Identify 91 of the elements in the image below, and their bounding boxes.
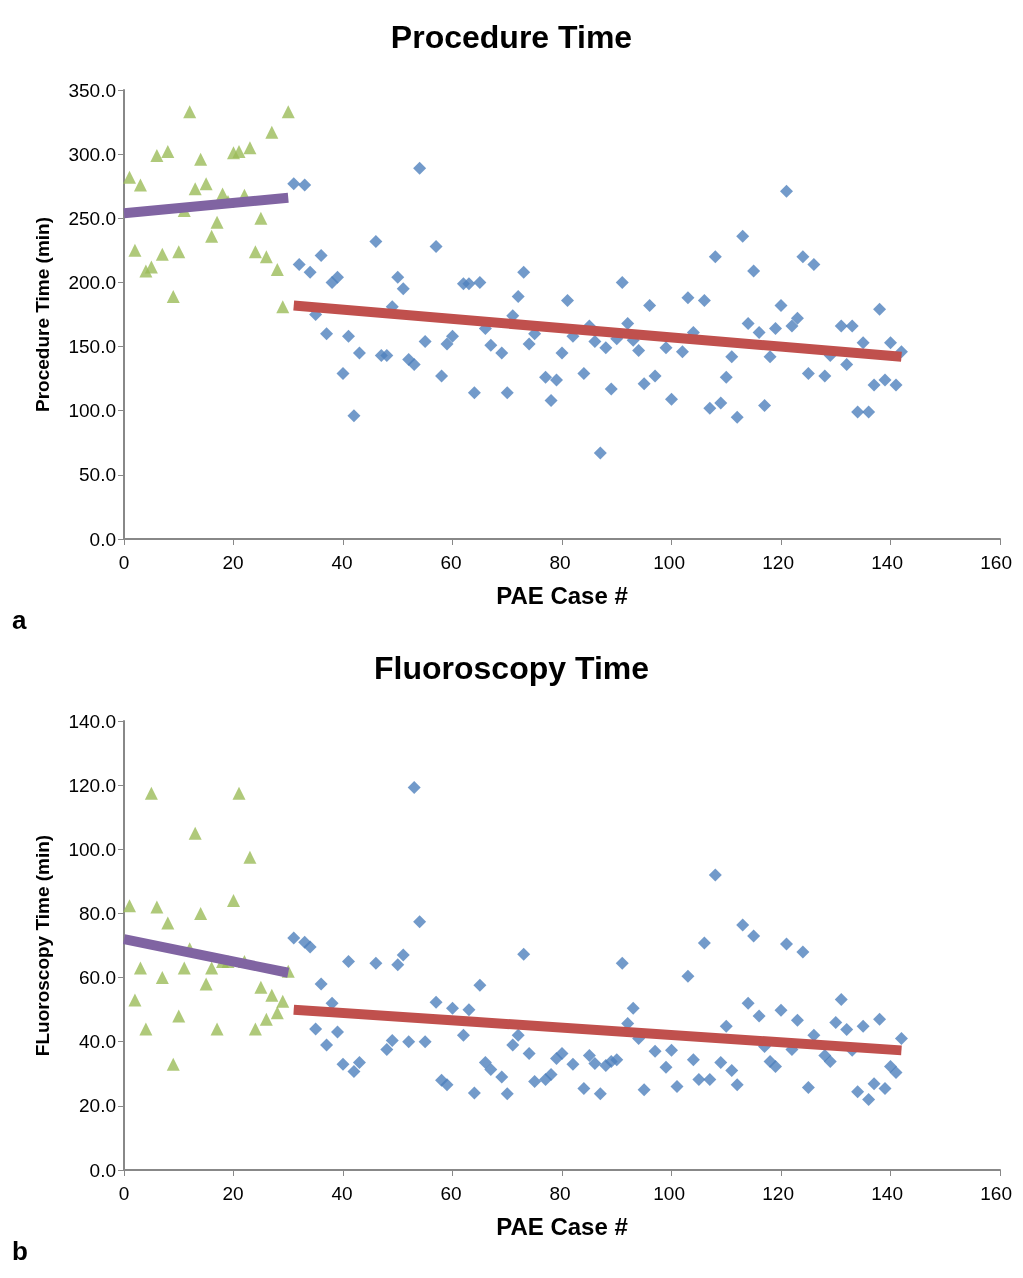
y-tick-label: 80.0 (79, 902, 116, 924)
point (128, 243, 142, 257)
point (232, 786, 246, 800)
chart-title: Fluoroscopy Time (373, 650, 650, 686)
x-tick-label: 40 (331, 1183, 353, 1204)
x-tick-label: 60 (440, 552, 462, 573)
text: b (12, 1236, 28, 1266)
y-tick-label: 40.0 (79, 1031, 116, 1053)
point (144, 786, 158, 800)
y-tick-label: 140.0 (68, 710, 116, 732)
point (177, 961, 191, 975)
y-axis-title: FLuoroscopy Time (min) (32, 834, 53, 1057)
point (161, 916, 175, 930)
point (194, 906, 208, 920)
x-tick-label: 100 (653, 552, 685, 573)
y-tick-label: 100.0 (68, 400, 116, 422)
point (265, 125, 279, 139)
y-axis-title: Procedure Time (min) (32, 217, 53, 412)
text: a (12, 605, 27, 635)
point (205, 229, 219, 243)
x-tick-label: 80 (549, 1183, 571, 1204)
point (166, 290, 180, 304)
point (254, 211, 268, 225)
point (248, 1022, 262, 1036)
point (188, 826, 202, 840)
x-tick-label: 140 (871, 552, 903, 573)
point (194, 152, 208, 166)
x-tick-label: 0 (118, 1183, 130, 1204)
point (122, 170, 136, 184)
y-tick-label: 200.0 (68, 271, 116, 293)
chart-title: Procedure Time (390, 19, 633, 55)
point (128, 993, 142, 1007)
x-tick-label: 20 (222, 552, 244, 573)
y-tick-label: 350.0 (68, 79, 116, 101)
y-tick-label: 0.0 (89, 1159, 116, 1181)
y-tick-label: 300.0 (68, 143, 116, 165)
point (133, 961, 147, 975)
point (133, 178, 147, 192)
point (166, 1057, 180, 1071)
point (259, 250, 273, 264)
point (188, 182, 202, 196)
x-tick-label: 20 (222, 1183, 244, 1204)
point (259, 1012, 273, 1026)
point (172, 1009, 186, 1023)
point (281, 105, 295, 119)
point (172, 245, 186, 259)
x-tick-label: 0 (118, 552, 130, 573)
point (243, 850, 257, 864)
x-axis-title: PAE Case # (496, 581, 628, 609)
point (276, 300, 290, 314)
point (232, 145, 246, 159)
point (150, 900, 164, 914)
point (199, 977, 213, 991)
x-tick-label: 80 (549, 552, 571, 573)
point (150, 148, 164, 162)
x-tick-label: 120 (762, 1183, 794, 1204)
y-tick-label: 0.0 (89, 528, 116, 550)
point (265, 988, 279, 1002)
x-tick-label: 100 (653, 1183, 685, 1204)
point (243, 141, 257, 155)
y-tick-label: 20.0 (79, 1095, 116, 1117)
point (270, 1006, 284, 1020)
point (210, 215, 224, 229)
y-tick-label: 60.0 (79, 967, 116, 989)
point (139, 1022, 153, 1036)
x-tick-label: 40 (331, 552, 353, 573)
y-tick-label: 250.0 (68, 207, 116, 229)
point (144, 260, 158, 274)
point (270, 263, 284, 277)
y-tick-label: 150.0 (68, 336, 116, 358)
point (254, 980, 268, 994)
point (199, 177, 213, 191)
x-tick-label: 160 (980, 552, 1012, 573)
point (276, 994, 290, 1008)
y-tick-label: 50.0 (79, 464, 116, 486)
x-tick-label: 160 (980, 1183, 1012, 1204)
point (183, 105, 197, 119)
point (155, 247, 169, 261)
point (161, 145, 175, 159)
point (155, 971, 169, 985)
x-tick-label: 120 (762, 552, 794, 573)
y-tick-label: 120.0 (68, 774, 116, 796)
x-tick-label: 140 (871, 1183, 903, 1204)
x-tick-label: 60 (440, 1183, 462, 1204)
point (122, 899, 136, 913)
point (248, 245, 262, 259)
x-axis-title: PAE Case # (496, 1212, 628, 1240)
point (227, 894, 240, 908)
y-tick-label: 100.0 (68, 838, 116, 860)
point (210, 1022, 224, 1036)
point (205, 961, 219, 975)
